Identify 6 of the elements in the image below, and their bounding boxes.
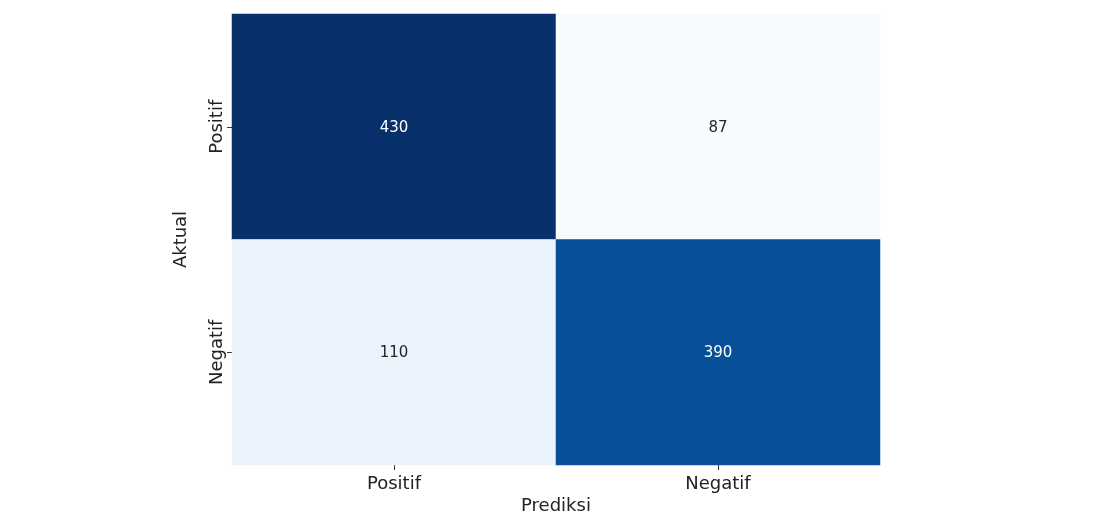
data-label: 430 [379,117,409,136]
data-label: 390 [703,343,733,362]
y-axis-title: Aktual [168,210,190,269]
x-axis-title: Prediksi [521,494,591,516]
data-label: 87 [708,117,728,136]
data-label: 110 [379,343,409,362]
